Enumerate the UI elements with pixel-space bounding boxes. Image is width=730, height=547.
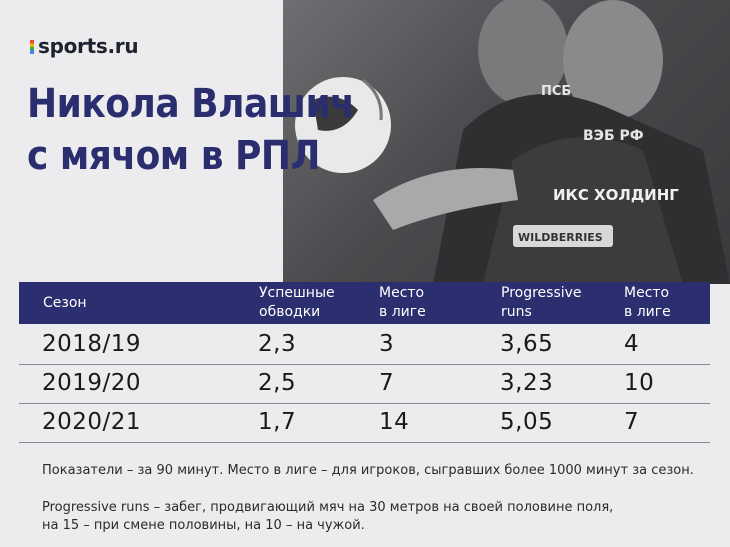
header-progressive-runs-line1: Progressive xyxy=(501,285,582,301)
sponsor-veb: ВЭБ РФ xyxy=(583,128,644,144)
footnote-progressive-runs-2: на 15 – при смене половины, на 10 – на ч… xyxy=(42,518,365,533)
progressive-runs-cell: 3,23 xyxy=(500,370,554,396)
rank-dribbles-cell: 14 xyxy=(379,409,410,435)
header-progressive-runs-line2: runs xyxy=(501,304,532,320)
table-row: 2018/19 2,3 3 3,65 4 xyxy=(19,326,710,365)
header-dribbles-line1: Успешные xyxy=(259,285,335,301)
progressive-runs-cell: 5,05 xyxy=(500,409,554,435)
header-rank-dribbles-line1: Место xyxy=(379,285,425,301)
logo-mark-icon xyxy=(30,40,34,54)
progressive-runs-cell: 3,65 xyxy=(500,331,554,357)
rank-dribbles-cell: 7 xyxy=(379,370,395,396)
table-row: 2020/21 1,7 14 5,05 7 xyxy=(19,404,710,443)
page-title: Никола Влашич с мячом в РПЛ xyxy=(27,78,355,182)
header-dribbles: Успешные обводки xyxy=(259,284,335,322)
rank-dribbles-cell: 3 xyxy=(379,331,395,357)
season-cell: 2020/21 xyxy=(42,409,142,435)
header-rank-progressive: Место в лиге xyxy=(624,284,671,322)
player-photo-illustration: ПСБ ВЭБ РФ ИКС ХОЛДИНГ WILDBERRIES xyxy=(295,0,730,284)
title-line-2: с мячом в РПЛ xyxy=(27,133,320,179)
rank-progressive-cell: 7 xyxy=(624,409,640,435)
table-row: 2019/20 2,5 7 3,23 10 xyxy=(19,365,710,404)
rank-progressive-cell: 4 xyxy=(624,331,640,357)
header-season: Сезон xyxy=(43,295,87,311)
header-dribbles-line2: обводки xyxy=(259,304,321,320)
header-rank-progressive-line2: в лиге xyxy=(624,304,671,320)
footnote-progressive-runs-1: Progressive runs – забег, продвигающий м… xyxy=(42,500,614,515)
sports-ru-logo[interactable]: sports.ru xyxy=(30,34,139,58)
header-rank-dribbles-line2: в лиге xyxy=(379,304,426,320)
logo-text: sports.ru xyxy=(38,34,139,58)
table-header: Сезон Успешные обводки Место в лиге Prog… xyxy=(19,282,710,324)
header-rank-dribbles: Место в лиге xyxy=(379,284,426,322)
season-cell: 2018/19 xyxy=(42,331,142,357)
rank-progressive-cell: 10 xyxy=(624,370,655,396)
dribbles-cell: 1,7 xyxy=(258,409,297,435)
season-cell: 2019/20 xyxy=(42,370,142,396)
sponsor-psb: ПСБ xyxy=(541,84,571,99)
sponsor-wildberries: WILDBERRIES xyxy=(518,231,603,244)
player-photo: ПСБ ВЭБ РФ ИКС ХОЛДИНГ WILDBERRIES xyxy=(283,0,730,284)
header-progressive-runs: Progressive runs xyxy=(501,284,582,322)
header-rank-progressive-line1: Место xyxy=(624,285,670,301)
dribbles-cell: 2,5 xyxy=(258,370,297,396)
title-line-1: Никола Влашич xyxy=(27,81,355,127)
dribbles-cell: 2,3 xyxy=(258,331,297,357)
footnote-metrics: Показатели – за 90 минут. Место в лиге –… xyxy=(42,463,694,478)
sponsor-iks: ИКС ХОЛДИНГ xyxy=(553,186,679,204)
